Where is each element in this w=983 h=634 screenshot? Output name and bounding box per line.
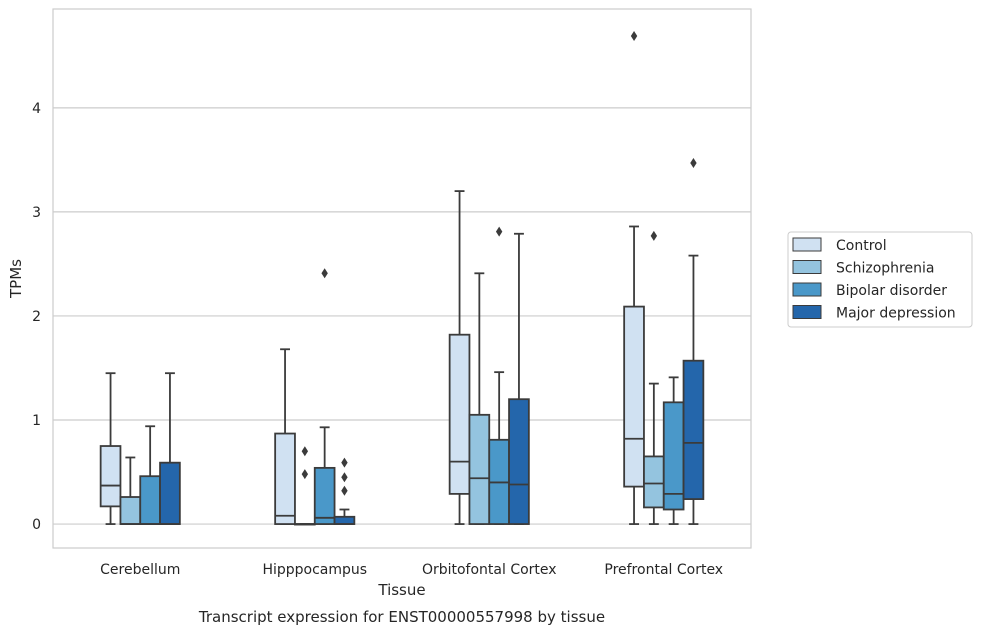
x-tick-label: Orbitofontal Cortex xyxy=(422,562,557,578)
box-major-depression xyxy=(333,457,356,525)
box-body xyxy=(313,466,336,525)
box-body xyxy=(643,455,665,509)
outlier-point xyxy=(301,446,309,457)
legend-swatch xyxy=(792,237,822,252)
box-bipolar-disorder xyxy=(313,268,336,525)
outlier-point xyxy=(321,268,328,279)
outlier-point xyxy=(341,457,348,468)
box-body xyxy=(139,475,161,525)
box-body xyxy=(274,432,296,525)
y-tick-label: 3 xyxy=(32,205,41,221)
legend-label: Major depression xyxy=(836,306,956,322)
box-control xyxy=(448,190,471,525)
box-bipolar-disorder xyxy=(488,226,510,525)
y-axis-label: TPMs xyxy=(7,259,25,299)
x-axis-label: Tissue xyxy=(377,581,425,599)
legend-label: Bipolar disorder xyxy=(836,283,947,299)
y-tick-label: 4 xyxy=(32,101,41,117)
box-control xyxy=(274,348,296,525)
legend-swatch xyxy=(792,282,822,297)
box-body xyxy=(448,333,471,495)
box-major-depression xyxy=(508,232,530,525)
legend-swatch xyxy=(792,305,822,319)
box-control xyxy=(623,31,645,525)
box-body xyxy=(159,461,181,525)
x-tick-label: Cerebellum xyxy=(100,562,180,578)
box-major-depression xyxy=(682,158,705,525)
outlier-point xyxy=(690,158,697,168)
x-tick-label: Prefrontal Cortex xyxy=(604,562,723,578)
legend-swatch xyxy=(792,260,822,274)
outlier-point xyxy=(630,31,638,42)
x-tick-label: Hipppocampus xyxy=(262,562,367,578)
outlier-point xyxy=(495,226,503,237)
box-layer xyxy=(99,31,705,526)
outlier-point xyxy=(341,485,348,496)
box-body xyxy=(99,445,122,508)
outlier-point xyxy=(301,469,309,480)
box-major-depression xyxy=(159,372,181,525)
legend-label: Schizophrenia xyxy=(836,261,934,277)
box-schizophrenia xyxy=(643,230,665,525)
box-body xyxy=(119,496,142,525)
legend-label: Control xyxy=(836,238,887,254)
box-schizophrenia xyxy=(468,272,491,525)
box-schizophrenia xyxy=(294,446,316,526)
box-body xyxy=(333,515,356,525)
box-body xyxy=(682,359,705,500)
plot-frame xyxy=(52,8,752,549)
outlier-point xyxy=(650,230,658,241)
box-body xyxy=(508,398,530,525)
box-body xyxy=(468,413,491,525)
legend: Control Schizophrenia Bipolar disorder Majo… xyxy=(787,231,973,328)
y-tick-label: 1 xyxy=(32,413,41,429)
y-tick-label: 0 xyxy=(32,517,41,533)
legend-frame xyxy=(787,231,973,328)
outlier-point xyxy=(341,472,348,483)
box-bipolar-disorder xyxy=(139,425,161,525)
chart-caption: Transcript expression for ENST0000055799… xyxy=(198,608,605,626)
y-tick-labels: 0 1 2 3 4 xyxy=(32,101,41,533)
y-tick-label: 2 xyxy=(32,309,41,325)
box-body xyxy=(623,305,645,488)
x-tick-labels: Cerebellum Hipppocampus Orbitofontal Corte… xyxy=(100,562,723,578)
box-control xyxy=(99,372,122,525)
box-bipolar-disorder xyxy=(662,376,685,525)
box-schizophrenia xyxy=(119,456,142,525)
